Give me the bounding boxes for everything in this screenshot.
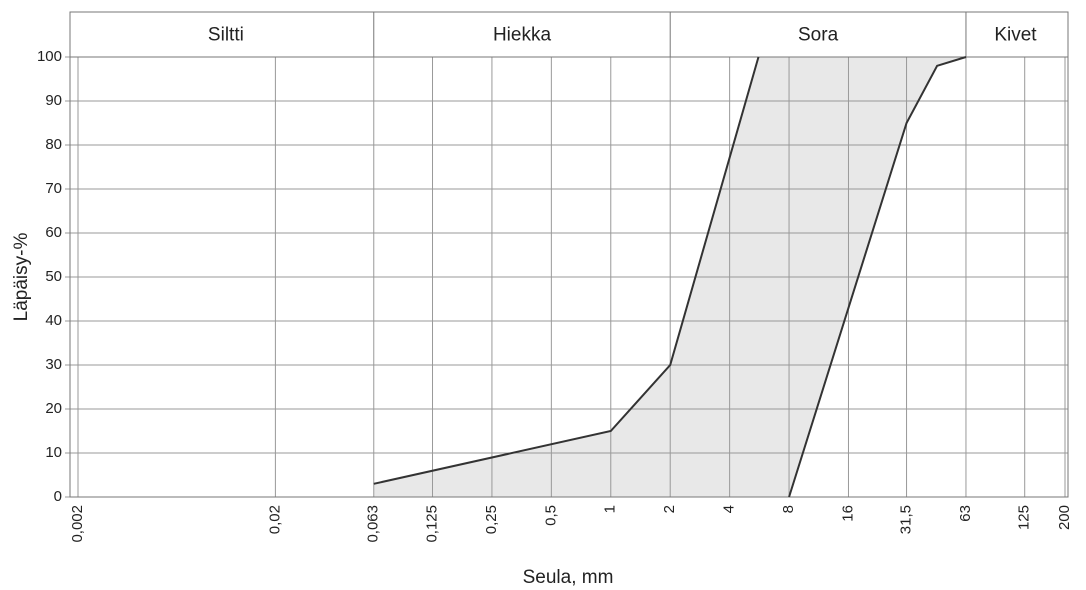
x-tick-label: 8 bbox=[780, 505, 797, 513]
grading-curve bbox=[373, 56, 760, 485]
y-tick-label: 30 bbox=[45, 356, 62, 373]
y-tick-label: 90 bbox=[45, 92, 62, 109]
zone-label: Kivet bbox=[994, 25, 1037, 46]
grading-curve bbox=[788, 56, 967, 498]
y-axis-label: Läpäisy-% bbox=[11, 233, 32, 322]
x-axis-label: Seula, mm bbox=[523, 567, 614, 588]
x-tick-label: 0,002 bbox=[69, 505, 86, 543]
zone-label: Hiekka bbox=[493, 25, 552, 46]
x-tick-label: 1 bbox=[602, 505, 619, 513]
x-tick-label: 0,125 bbox=[423, 505, 440, 543]
x-tick-label: 16 bbox=[839, 505, 856, 522]
zone-label: Sora bbox=[798, 25, 839, 46]
band-fill bbox=[373, 57, 966, 497]
y-tick-label: 100 bbox=[37, 48, 62, 65]
x-tick-label: 0,5 bbox=[542, 505, 559, 526]
x-tick-label: 63 bbox=[957, 505, 974, 522]
x-tick-label: 0,02 bbox=[266, 505, 283, 534]
y-tick-label: 0 bbox=[54, 488, 62, 505]
x-tick-label: 0,063 bbox=[365, 505, 382, 543]
x-tick-label: 31,5 bbox=[898, 505, 915, 534]
y-tick-label: 20 bbox=[45, 400, 62, 417]
y-tick-label: 50 bbox=[45, 268, 62, 285]
x-tick-label: 2 bbox=[661, 505, 678, 513]
y-tick-label: 70 bbox=[45, 180, 62, 197]
x-tick-label: 0,25 bbox=[483, 505, 500, 534]
y-tick-label: 10 bbox=[45, 444, 62, 461]
y-tick-label: 40 bbox=[45, 312, 62, 329]
x-tick-label: 125 bbox=[1016, 505, 1033, 530]
y-tick-label: 60 bbox=[45, 224, 62, 241]
x-tick-label: 200 bbox=[1056, 505, 1073, 530]
zone-label: Siltti bbox=[208, 25, 244, 46]
x-tick-label: 4 bbox=[721, 505, 738, 513]
plot-frame bbox=[69, 56, 1069, 498]
y-tick-label: 80 bbox=[45, 136, 62, 153]
